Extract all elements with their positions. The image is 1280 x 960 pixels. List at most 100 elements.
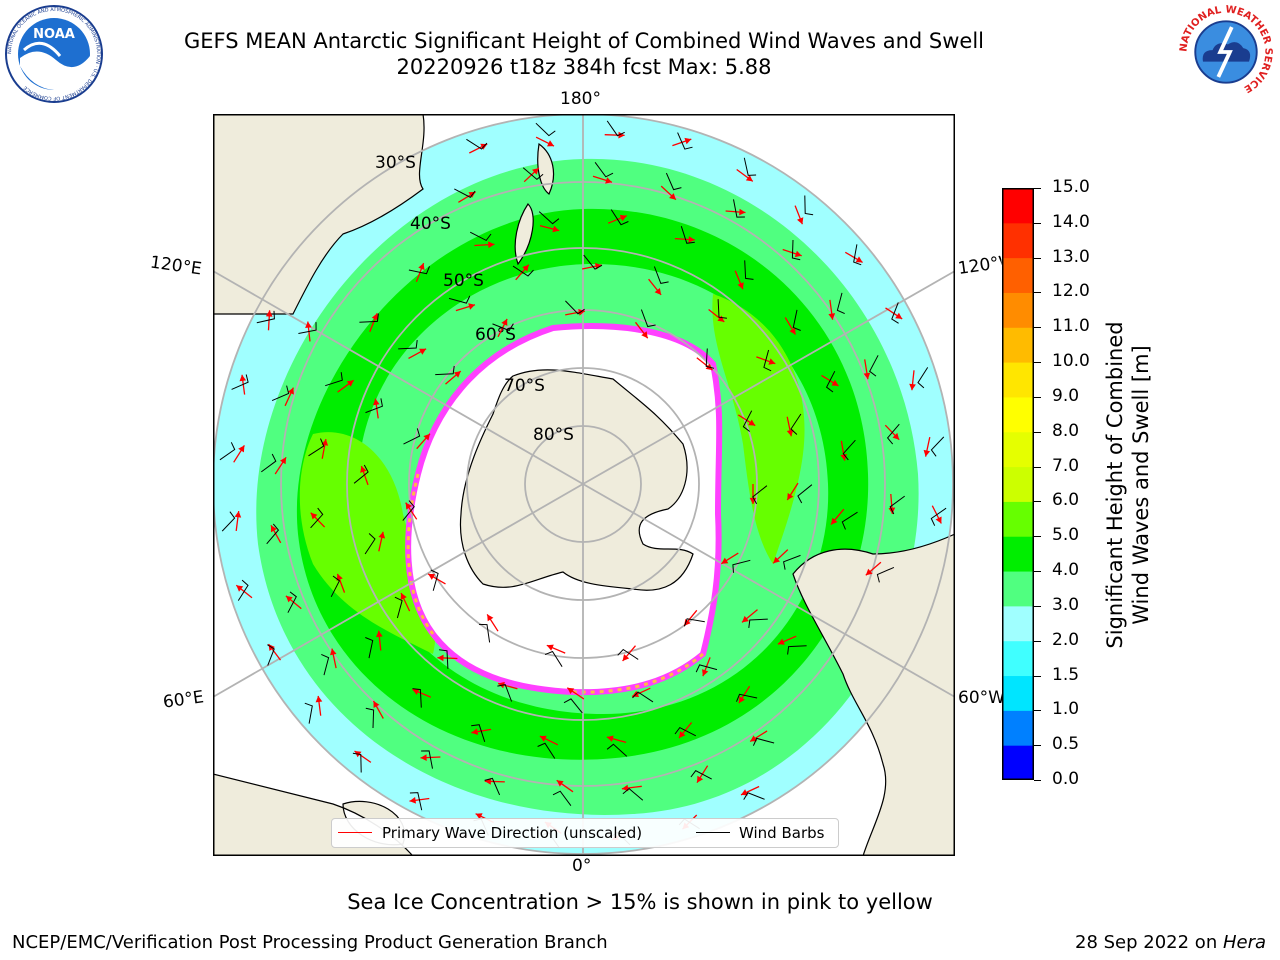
colorbar-bin xyxy=(1002,710,1034,746)
wind-barbs xyxy=(219,120,947,848)
wind-barb xyxy=(237,579,249,601)
colorbar-tick xyxy=(1034,431,1041,433)
wind-barb xyxy=(365,398,383,414)
wave-arrow-head xyxy=(539,735,547,742)
wave-arrow-head xyxy=(305,321,312,328)
wind-barb xyxy=(665,172,682,191)
colorbar-tick-label: 1.5 xyxy=(1052,664,1080,685)
wave-arrow-head xyxy=(373,398,380,406)
wind-barb xyxy=(261,453,277,473)
wave-arrow-head xyxy=(622,654,630,661)
wind-barb xyxy=(717,299,727,319)
wind-barb xyxy=(398,340,418,350)
wind-barb xyxy=(841,511,858,530)
wave-arrow-head xyxy=(484,778,491,785)
wave-arrow-head xyxy=(741,789,748,796)
wave-direction-legend-label: Primary Wave Direction (unscaled) xyxy=(382,824,643,842)
wind-barb xyxy=(748,618,768,628)
lon-label-0: 0° xyxy=(572,856,592,876)
colorbar-tick xyxy=(1034,257,1041,259)
wave-arrow-head xyxy=(556,780,564,787)
wind-barb xyxy=(683,618,705,627)
wind-barb xyxy=(674,726,697,737)
wind-barb xyxy=(271,385,290,402)
wind-barb xyxy=(886,423,900,445)
wave-arrow-head xyxy=(547,140,554,147)
wave-arrow-head xyxy=(310,512,318,520)
wind-barb xyxy=(435,365,455,376)
wave-arrow-head xyxy=(453,371,461,378)
wind-barb xyxy=(743,792,765,800)
wave-arrow-head xyxy=(532,168,539,175)
wind-barb xyxy=(917,367,929,389)
wind-barb xyxy=(783,554,801,570)
wind-barb xyxy=(538,211,560,225)
wind-barb xyxy=(889,495,905,515)
wind-barb xyxy=(763,349,772,372)
lat-label-70s: 70°S xyxy=(504,376,545,396)
wind-barb xyxy=(492,323,514,332)
wind-barb xyxy=(632,691,654,703)
lon-label-60e: 60°E xyxy=(161,687,206,713)
wave-arrow-head xyxy=(271,525,277,533)
wave-arrow-head xyxy=(239,374,247,382)
wave-arrow-head xyxy=(360,466,367,473)
south-america-land xyxy=(792,533,955,856)
wind-barb xyxy=(304,702,313,724)
wave-arrow-head xyxy=(420,754,427,761)
noaa-logo: NOAA NATIONAL OCEANIC AND ATMOSPHERIC AD… xyxy=(5,5,103,103)
svg-text:NOAA: NOAA xyxy=(33,27,75,42)
wind-barb xyxy=(403,428,421,445)
wave-arrow-head xyxy=(688,236,695,243)
wave-arrow-head xyxy=(909,383,916,391)
wind-barb-swatch xyxy=(696,832,730,833)
nws-logo: NATIONAL WEATHER SERVICE xyxy=(1178,4,1273,99)
wind-barb xyxy=(219,442,236,461)
colorbar-tick xyxy=(1034,362,1041,364)
wind-barb xyxy=(825,370,836,393)
lon-label-60w: 60°W xyxy=(958,688,1002,708)
wave-arrow-head xyxy=(330,648,337,656)
colorbar-tick-label: 9.0 xyxy=(1052,385,1080,406)
wind-barb xyxy=(469,231,492,242)
generation-date: 28 Sep 2022 on Hera xyxy=(1075,932,1266,953)
colorbar-tick xyxy=(1034,466,1041,468)
wave-arrow-head xyxy=(487,614,494,622)
new-zealand-land xyxy=(514,142,555,266)
wave-arrow-head xyxy=(777,638,785,645)
wave-arrow-head xyxy=(378,531,386,539)
wave-arrow-head xyxy=(619,214,627,222)
colorbar-bin xyxy=(1002,536,1034,572)
colorbar-bin xyxy=(1002,675,1034,711)
wind-barb xyxy=(622,787,644,801)
wind-barb xyxy=(594,162,614,178)
wind-barb xyxy=(791,239,801,261)
colorbar-bin xyxy=(1002,257,1034,293)
wave-arrow-head xyxy=(789,327,796,335)
wind-barb xyxy=(412,688,422,708)
colorbar-bin xyxy=(1002,396,1034,433)
wind-barb xyxy=(606,743,628,757)
wave-arrow-head xyxy=(697,775,704,783)
wind-barb xyxy=(231,374,249,390)
wind-barb xyxy=(695,664,718,673)
wind-barb xyxy=(752,737,775,746)
wave-arrow-head xyxy=(892,432,900,440)
colorbar-tick-label: 0.0 xyxy=(1052,769,1080,789)
map-frame xyxy=(213,114,955,856)
wind-barb xyxy=(308,438,325,457)
wave-arrow-head xyxy=(684,137,692,145)
colorbar-tick-label: 5.0 xyxy=(1052,525,1080,546)
wind-barb xyxy=(287,591,297,613)
wind-barb xyxy=(797,484,813,504)
wind-barb xyxy=(552,790,572,806)
wind-barb xyxy=(522,167,544,181)
wind-barb xyxy=(930,507,947,526)
colorbar-tick xyxy=(1034,605,1041,607)
wind-barb xyxy=(430,569,439,591)
wind-barb xyxy=(359,313,379,323)
wind-barb xyxy=(267,644,275,666)
producer-credit: NCEP/EMC/Verification Post Processing Pr… xyxy=(12,932,608,953)
colorbar-bin xyxy=(1002,466,1034,502)
lon-label-120e: 120°E xyxy=(148,252,203,280)
